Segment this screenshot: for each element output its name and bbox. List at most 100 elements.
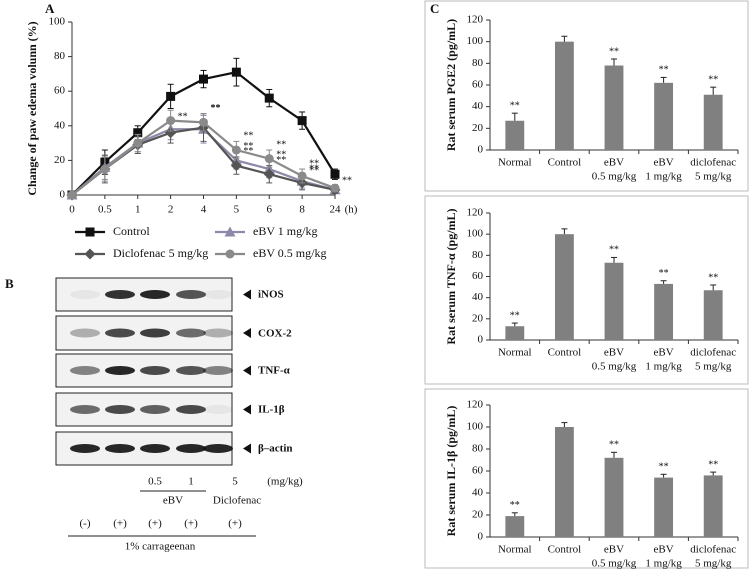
bar: [703, 290, 723, 340]
y-tick-label: 40: [472, 291, 484, 303]
x-tick-label: 24: [330, 204, 342, 216]
y-tick-label: 20: [54, 154, 66, 166]
blot-band: [105, 328, 135, 338]
marker: [330, 169, 340, 179]
panel-label: B: [5, 276, 14, 291]
western-blot: iNOS COX-2 TNF-α IL-1β β–actin 0.5 1 5 (…: [55, 277, 303, 553]
bar: [654, 82, 674, 150]
y-tick-label: 0: [60, 189, 66, 201]
arrowhead: [243, 404, 251, 415]
blot-band: [203, 290, 233, 299]
marker: [230, 160, 242, 172]
y-tick-label: 80: [472, 57, 484, 69]
y-axis-title: Rat serum IL-1β (pg/mL): [444, 406, 458, 537]
significance: **: [708, 74, 718, 85]
carrageenan-label: 1% carrageenan: [125, 541, 196, 553]
bar: [654, 283, 674, 340]
blot-band: [203, 328, 233, 338]
y-tick-label: 20: [472, 312, 484, 324]
significance: **: [178, 112, 188, 123]
x-tick-label: diclofenac: [690, 347, 736, 359]
significance: **: [211, 103, 221, 114]
panel-label: C: [430, 1, 439, 16]
x-tick-label: 2: [168, 204, 174, 216]
marker: [330, 183, 340, 193]
significance: **: [659, 462, 669, 473]
marker: [67, 190, 77, 200]
significance: **: [243, 141, 253, 152]
y-axis-title: Rat serum PGE2 (pg/mL): [444, 19, 458, 151]
y-tick-label: 120: [467, 207, 484, 219]
carrageenan-mark: (+): [184, 518, 198, 530]
bar: [604, 65, 624, 150]
blot-band: [176, 444, 206, 453]
blot-row-label: iNOS: [258, 289, 284, 301]
marker: [166, 91, 176, 101]
blot-band: [70, 328, 100, 338]
x-tick-label: Normal: [498, 157, 532, 169]
marker: [231, 145, 241, 155]
x-tick-label: eBV: [654, 157, 674, 169]
bar: [505, 326, 525, 340]
x-tick-label: 4: [201, 204, 207, 216]
arrowhead: [243, 328, 251, 338]
y-tick-label: 40: [472, 487, 484, 499]
carrageenan-mark: (-): [80, 518, 91, 530]
panel-frame: [424, 388, 749, 569]
y-axis-title: Rat serum TNF-α (pg/mL): [444, 208, 458, 344]
x-tick-label: 8: [299, 204, 305, 216]
x-tick-label: 1 mg/kg: [645, 558, 682, 570]
arrowhead: [243, 443, 251, 454]
significance: **: [659, 268, 669, 279]
significance: **: [276, 139, 286, 150]
significance: **: [309, 164, 319, 175]
marker: [297, 171, 307, 181]
significance: **: [510, 500, 520, 511]
y-tick-label: 80: [54, 50, 66, 62]
carrageenan-mark: (+): [148, 518, 162, 530]
dose-label: 1: [188, 476, 194, 488]
x-tick-label: 6: [267, 204, 273, 216]
marker: [133, 128, 143, 138]
blot-band: [105, 290, 135, 299]
marker: [264, 93, 274, 103]
significance: **: [276, 150, 286, 161]
bar: [554, 41, 574, 150]
y-tick-label: 40: [472, 100, 484, 112]
y-tick-label: 100: [467, 228, 484, 240]
y-tick-label: 120: [467, 14, 484, 26]
blot-band: [105, 444, 135, 453]
y-tick-label: 120: [467, 399, 484, 411]
legend-label: Diclofenac 5 mg/kg: [113, 246, 208, 260]
bar: [505, 120, 525, 150]
y-tick-label: 80: [472, 249, 484, 261]
x-tick-label: 0.5 mg/kg: [592, 558, 637, 570]
marker: [165, 127, 177, 139]
group-label: Diclofenac: [213, 495, 261, 507]
carrageenan-mark: (+): [228, 518, 242, 530]
x-tick-label: Control: [548, 157, 582, 169]
arrowhead: [243, 289, 251, 300]
carrageenan-mark: (+): [113, 518, 127, 530]
significance: **: [609, 245, 619, 256]
marker: [199, 74, 208, 84]
x-unit: (h): [345, 204, 358, 216]
arrowhead: [243, 365, 251, 376]
x-tick-label: eBV: [604, 157, 624, 169]
marker: [231, 67, 241, 77]
significance: **: [243, 131, 253, 142]
bar: [554, 234, 574, 340]
marker: [264, 154, 274, 164]
bar: [505, 516, 525, 537]
x-tick-label: 0.5: [98, 204, 112, 216]
y-tick-label: 20: [472, 122, 484, 134]
blot-band: [140, 405, 170, 414]
dose-label: 5: [232, 476, 238, 488]
y-tick-label: 60: [54, 85, 66, 97]
marker: [85, 227, 95, 237]
x-tick-label: 1 mg/kg: [645, 171, 682, 183]
x-tick-label: Normal: [498, 544, 532, 556]
blot-row-label: IL-1β: [258, 404, 285, 416]
marker: [224, 226, 236, 237]
